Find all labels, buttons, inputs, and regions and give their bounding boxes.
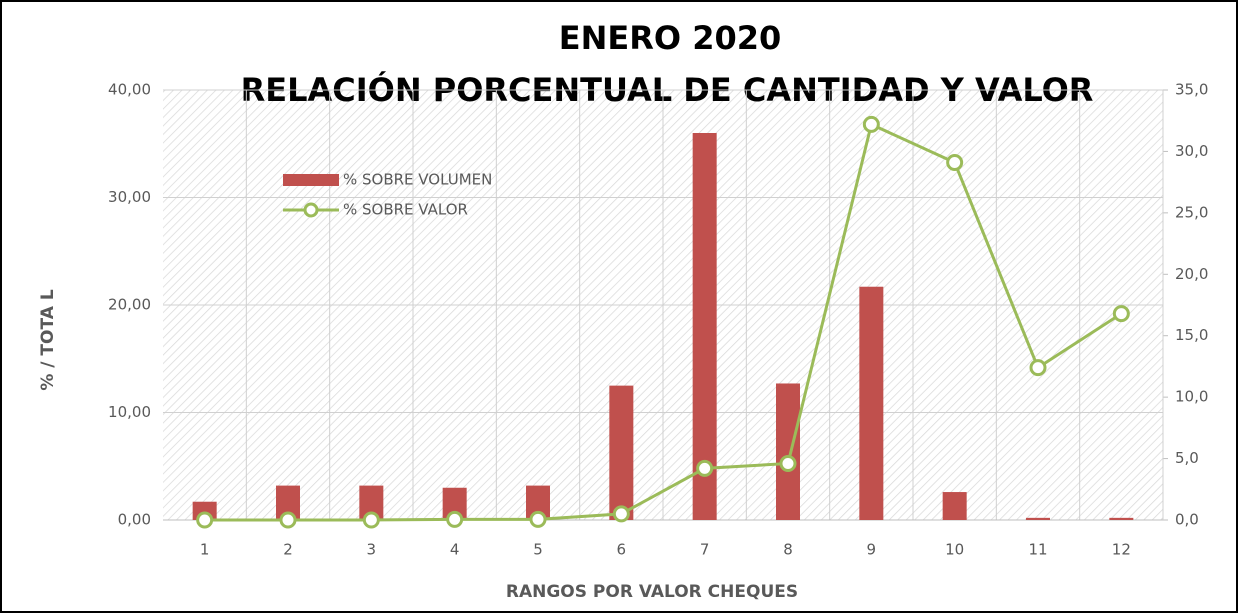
line-marker bbox=[862, 115, 880, 133]
line-marker bbox=[1112, 305, 1130, 323]
y-tick-label: 20,00 bbox=[108, 296, 151, 314]
line-marker bbox=[779, 454, 797, 472]
bar bbox=[859, 286, 884, 520]
bar bbox=[942, 492, 967, 520]
x-tick-label: 2 bbox=[283, 541, 293, 559]
line-marker bbox=[196, 511, 214, 529]
bar bbox=[1109, 517, 1134, 520]
bar bbox=[776, 383, 800, 520]
x-tick-label: 9 bbox=[867, 541, 877, 559]
line-marker bbox=[1029, 359, 1047, 377]
y2-tick-label: 25,0 bbox=[1175, 203, 1208, 221]
y2-tick-label: 15,0 bbox=[1175, 326, 1208, 344]
line-series bbox=[204, 122, 1123, 522]
y-tick-label: 40,00 bbox=[108, 81, 151, 99]
x-tick-label: 12 bbox=[1112, 541, 1131, 559]
bar bbox=[692, 133, 717, 520]
bar bbox=[1026, 517, 1050, 520]
x-tick-label: 4 bbox=[450, 541, 460, 559]
legend-swatch bbox=[283, 174, 339, 186]
x-tick-label: 6 bbox=[617, 541, 627, 559]
y2-tick-label: 35,0 bbox=[1175, 81, 1208, 99]
x-tick-label: 11 bbox=[1028, 541, 1047, 559]
y2-tick-label: 10,0 bbox=[1175, 388, 1208, 406]
y-tick-label: 30,00 bbox=[108, 188, 151, 206]
line-marker bbox=[529, 510, 547, 528]
y-tick-label: 0,00 bbox=[118, 511, 151, 529]
x-tick-label: 3 bbox=[367, 541, 377, 559]
y-tick-label: 10,00 bbox=[108, 403, 151, 421]
line-marker bbox=[612, 505, 630, 523]
y2-tick-label: 20,0 bbox=[1175, 265, 1208, 283]
y2-tick-label: 0,0 bbox=[1175, 511, 1199, 529]
line-marker bbox=[362, 511, 380, 529]
line-marker bbox=[696, 459, 714, 477]
x-tick-label: 5 bbox=[533, 541, 543, 559]
x-tick-label: 8 bbox=[783, 541, 793, 559]
chart-title: ENERO 2020 bbox=[559, 19, 782, 57]
y-axis-title: % / TOTA L bbox=[38, 289, 58, 390]
line-marker bbox=[446, 510, 464, 528]
legend-marker bbox=[303, 202, 319, 218]
y2-tick-label: 30,0 bbox=[1175, 142, 1208, 160]
legend-label: % SOBRE VALOR bbox=[343, 201, 468, 219]
line-marker bbox=[279, 511, 297, 529]
y2-tick-label: 5,0 bbox=[1175, 449, 1199, 467]
x-axis-title: RANGOS POR VALOR CHEQUES bbox=[506, 582, 798, 602]
bar bbox=[609, 385, 634, 520]
x-tick-label: 1 bbox=[200, 541, 210, 559]
legend-label: % SOBRE VOLUMEN bbox=[343, 171, 492, 189]
line-marker bbox=[946, 153, 964, 171]
x-tick-label: 10 bbox=[945, 541, 964, 559]
x-tick-label: 7 bbox=[700, 541, 710, 559]
